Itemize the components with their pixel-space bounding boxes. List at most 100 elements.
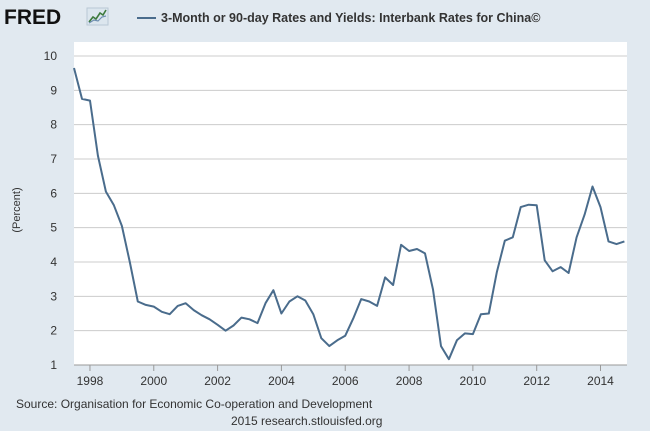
data-point[interactable] bbox=[287, 299, 292, 304]
data-point[interactable] bbox=[95, 153, 100, 158]
data-point[interactable] bbox=[159, 309, 164, 314]
legend-label: 3-Month or 90-day Rates and Yields: Inte… bbox=[161, 11, 541, 25]
y-tick-label: 10 bbox=[44, 49, 58, 63]
data-point[interactable] bbox=[423, 251, 428, 256]
data-point[interactable] bbox=[111, 203, 116, 208]
data-point[interactable] bbox=[263, 301, 268, 306]
data-point[interactable] bbox=[359, 297, 364, 302]
y-tick-label: 9 bbox=[50, 83, 57, 97]
data-point[interactable] bbox=[271, 288, 276, 293]
data-point[interactable] bbox=[199, 313, 204, 318]
data-point[interactable] bbox=[343, 333, 348, 338]
data-point[interactable] bbox=[510, 235, 515, 240]
series-group bbox=[72, 66, 627, 362]
data-point[interactable] bbox=[207, 317, 212, 322]
data-point[interactable] bbox=[79, 96, 84, 101]
y-axis-title: (Percent) bbox=[11, 187, 23, 232]
y-axis: 1 2 3 4 5 6 7 8 9 10 bbox=[44, 49, 58, 372]
legend: 3-Month or 90-day Rates and Yields: Inte… bbox=[137, 11, 541, 25]
y-tick-label: 2 bbox=[50, 324, 57, 338]
data-point[interactable] bbox=[550, 269, 555, 274]
trend-line-icon bbox=[86, 7, 109, 26]
data-point[interactable] bbox=[454, 338, 459, 343]
data-point[interactable] bbox=[319, 336, 324, 341]
data-point[interactable] bbox=[574, 235, 579, 240]
data-point[interactable] bbox=[183, 301, 188, 306]
data-point[interactable] bbox=[215, 322, 220, 327]
data-point[interactable] bbox=[407, 249, 412, 254]
x-tick-label: 2004 bbox=[268, 374, 295, 388]
data-point[interactable] bbox=[167, 312, 172, 317]
data-point[interactable] bbox=[438, 344, 443, 349]
data-point[interactable] bbox=[239, 315, 244, 320]
data-point[interactable] bbox=[542, 258, 547, 263]
data-point[interactable] bbox=[606, 239, 611, 244]
data-point[interactable] bbox=[470, 332, 475, 337]
data-point[interactable] bbox=[622, 239, 627, 244]
plot-area bbox=[74, 42, 627, 365]
data-point[interactable] bbox=[119, 223, 124, 228]
data-point[interactable] bbox=[598, 205, 603, 210]
data-point[interactable] bbox=[502, 238, 507, 243]
credit-note: 2015 research.stlouisfed.org bbox=[231, 414, 382, 428]
data-point[interactable] bbox=[399, 242, 404, 247]
data-point[interactable] bbox=[614, 242, 619, 247]
y-tick-label: 4 bbox=[50, 255, 57, 269]
y-tick-label: 8 bbox=[50, 118, 57, 132]
y-tick-label: 5 bbox=[50, 221, 57, 235]
gridlines bbox=[74, 55, 627, 332]
data-point[interactable] bbox=[462, 331, 467, 336]
data-point[interactable] bbox=[478, 312, 483, 317]
data-point[interactable] bbox=[295, 294, 300, 299]
x-tick-label: 2010 bbox=[460, 374, 487, 388]
data-point[interactable] bbox=[335, 338, 340, 343]
data-point[interactable] bbox=[143, 302, 148, 307]
data-point[interactable] bbox=[558, 265, 563, 270]
data-point[interactable] bbox=[311, 312, 316, 317]
data-point[interactable] bbox=[223, 328, 228, 333]
data-point[interactable] bbox=[367, 299, 372, 304]
data-point[interactable] bbox=[127, 260, 132, 265]
y-tick-label: 6 bbox=[50, 186, 57, 200]
data-point[interactable] bbox=[582, 212, 587, 217]
data-point[interactable] bbox=[590, 184, 595, 189]
data-point[interactable] bbox=[231, 323, 236, 328]
data-point[interactable] bbox=[255, 321, 260, 326]
logo-text: FRED bbox=[4, 6, 61, 29]
data-point[interactable] bbox=[175, 303, 180, 308]
data-point[interactable] bbox=[103, 189, 108, 194]
data-point[interactable] bbox=[351, 316, 356, 321]
data-point[interactable] bbox=[72, 66, 77, 71]
data-point[interactable] bbox=[446, 357, 451, 362]
x-tick-label: 2002 bbox=[204, 374, 231, 388]
y-tick-label: 7 bbox=[50, 152, 57, 166]
data-point[interactable] bbox=[534, 203, 539, 208]
x-tick-label: 2008 bbox=[396, 374, 423, 388]
data-point[interactable] bbox=[375, 303, 380, 308]
data-point[interactable] bbox=[566, 270, 571, 275]
data-point[interactable] bbox=[391, 283, 396, 288]
data-point[interactable] bbox=[87, 98, 92, 103]
fred-logo[interactable]: FRED bbox=[4, 6, 109, 29]
data-point[interactable] bbox=[191, 308, 196, 313]
x-tick-label: 1998 bbox=[77, 374, 104, 388]
data-point[interactable] bbox=[518, 205, 523, 210]
source-note: Source: Organisation for Economic Co-ope… bbox=[16, 397, 373, 411]
data-point[interactable] bbox=[303, 298, 308, 303]
data-point[interactable] bbox=[415, 246, 420, 251]
series-line[interactable] bbox=[73, 67, 625, 361]
data-point[interactable] bbox=[279, 311, 284, 316]
x-tick-label: 2006 bbox=[332, 374, 359, 388]
data-point[interactable] bbox=[526, 202, 531, 207]
data-point[interactable] bbox=[135, 299, 140, 304]
y-tick-label: 3 bbox=[50, 289, 57, 303]
data-point[interactable] bbox=[327, 344, 332, 349]
data-point[interactable] bbox=[383, 275, 388, 280]
data-point[interactable] bbox=[494, 270, 499, 275]
data-point[interactable] bbox=[151, 304, 156, 309]
data-point[interactable] bbox=[486, 311, 491, 316]
x-tick-label: 2012 bbox=[523, 374, 550, 388]
data-point[interactable] bbox=[247, 317, 252, 322]
data-point[interactable] bbox=[430, 287, 435, 292]
